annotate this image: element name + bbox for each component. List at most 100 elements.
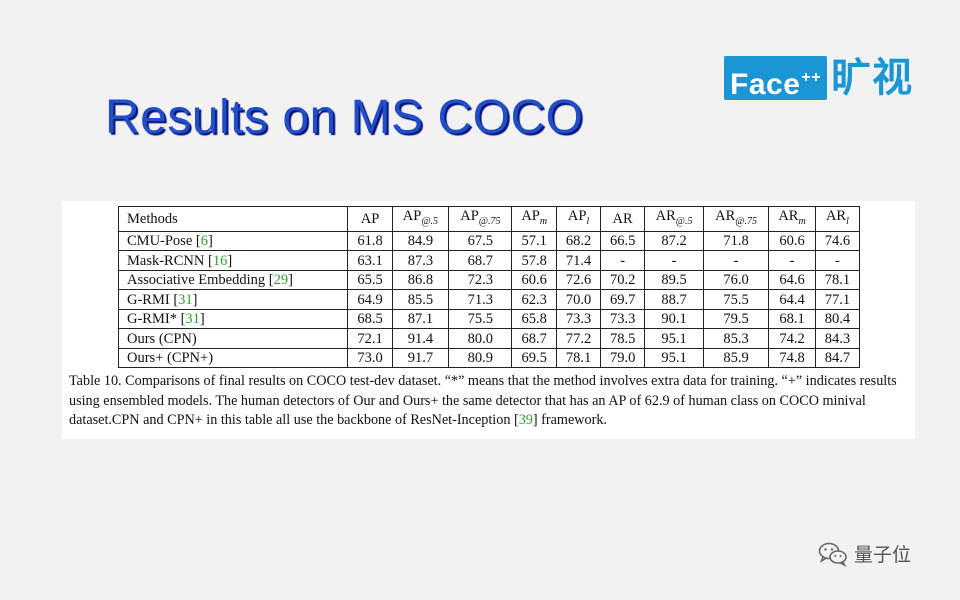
value-cell: 68.2	[556, 230, 602, 252]
value-cell: 68.7	[511, 328, 558, 349]
value-cell: 73.0	[347, 347, 393, 369]
logo-face-sup: ++	[801, 69, 822, 86]
header-base: AP	[360, 210, 380, 227]
table-row: Ours (CPN) 72.1 91.4 80.0 68.7 77.2 78.5 95.1 85…	[117, 328, 861, 349]
wechat-icon	[818, 542, 847, 567]
table-row: Associative Embedding [29] 65.5 86.8 72.3 60…	[117, 269, 861, 291]
method-cell: Ours (CPN)	[117, 328, 349, 349]
header-base: AP	[521, 208, 540, 224]
method-name: Mask-RCNN	[127, 252, 205, 269]
value-cell: 70.0	[556, 289, 602, 310]
method-name: CMU-Pose	[127, 233, 193, 250]
value-cell: 91.4	[391, 328, 450, 349]
value-cell: 79.0	[600, 347, 646, 369]
table-row: G-RMI [31] 64.9 85.5 71.3 62.3 70.0 69.7 88.7 75…	[117, 289, 861, 310]
paper-excerpt: Methods AP AP@.5 AP@.75 APm APl AR AR@.5 AR@.75 A…	[62, 201, 915, 439]
table-row: Mask-RCNN [16] 63.1 87.3 68.7 57.8 71.4- - - - -	[117, 250, 861, 271]
value-cell: 74.8	[768, 347, 816, 369]
value-cell: 64.6	[768, 269, 816, 291]
method-citation: 16	[212, 252, 228, 269]
value-cell: 60.6	[768, 230, 816, 252]
value-cell: 88.7	[644, 289, 704, 310]
value-cell: 73.3	[556, 308, 602, 330]
value-cell: 87.2	[644, 230, 704, 252]
header-subscript: @.75	[735, 215, 757, 227]
header-ar-l: ARl	[814, 206, 861, 232]
method-name: Associative Embedding	[127, 272, 266, 289]
table-header-row: Methods AP AP@.5 AP@.75 APm APl AR AR@.5 AR@.75 A…	[117, 206, 861, 232]
caption-text: Table 10. Comparisons of final results o…	[69, 373, 897, 428]
table-body: CMU-Pose [6] 61.8 84.9 67.5 57.1 68.2 66.5 87.2…	[117, 230, 861, 369]
value-cell: 85.5	[391, 289, 450, 310]
method-cell: G-RMI [31]	[117, 289, 349, 310]
value-cell: 68.1	[768, 308, 816, 330]
header-ap-75: AP@.75	[448, 206, 513, 232]
method-name: Ours+ (CPN+)	[127, 350, 214, 367]
header-base: AR	[715, 208, 736, 224]
value-cell: 70.2	[600, 269, 646, 291]
header-subscript: m	[539, 215, 548, 227]
value-cell: 72.3	[448, 269, 513, 291]
table-caption: Table 10. Comparisons of final results o…	[69, 373, 897, 428]
value-cell: 95.1	[644, 347, 704, 369]
method-cell: G-RMI* [31]	[117, 308, 349, 330]
value-cell: 69.7	[600, 289, 646, 310]
value-cell: 75.5	[448, 308, 513, 330]
value-cell: 76.0	[702, 269, 770, 291]
watermark-text: 量子位	[854, 544, 912, 566]
value-cell: -	[814, 250, 861, 271]
header-ar: AR	[600, 206, 646, 232]
value-cell: 87.3	[391, 250, 450, 271]
logo-face-text: Face	[730, 68, 801, 101]
value-cell: 74.6	[814, 230, 861, 252]
header-ap: AP	[347, 206, 393, 232]
method-citation: 6	[200, 233, 208, 250]
value-cell: 71.3	[448, 289, 513, 310]
table-row: G-RMI* [31] 68.5 87.1 75.5 65.8 73.3 73.3 90.1 7…	[117, 308, 861, 330]
value-cell: 75.5	[702, 289, 770, 310]
value-cell: 85.9	[702, 347, 770, 369]
header-base: AR	[612, 210, 633, 227]
value-cell: 84.7	[814, 347, 861, 369]
method-citation: 31	[178, 291, 193, 308]
results-table: Methods AP AP@.5 AP@.75 APm APl AR AR@.5 AR@.75 A…	[117, 206, 861, 369]
logo-face-box: Face++	[724, 56, 828, 101]
value-cell: 78.1	[556, 347, 602, 369]
value-cell: 84.9	[391, 230, 450, 252]
header-ar-75: AR@.75	[702, 206, 770, 232]
method-citation: 29	[273, 272, 289, 289]
value-cell: 63.1	[347, 250, 393, 271]
header-base: AR	[655, 208, 676, 224]
logo-chinese-text: 旷视	[831, 55, 914, 101]
value-cell: 61.8	[347, 230, 393, 252]
header-subscript: m	[798, 215, 806, 227]
header-subscript: l	[586, 215, 590, 227]
value-cell: 57.8	[511, 250, 558, 271]
value-cell: -	[600, 250, 646, 271]
value-cell: 67.5	[448, 230, 513, 252]
value-cell: 60.6	[511, 269, 558, 291]
header-base: Methods	[127, 210, 178, 227]
value-cell: 72.1	[347, 328, 393, 349]
value-cell: 69.5	[511, 347, 558, 369]
value-cell: 57.1	[511, 230, 558, 252]
method-cell: Associative Embedding [29]	[117, 269, 349, 291]
table-row: CMU-Pose [6] 61.8 84.9 67.5 57.1 68.2 66.5 87.2…	[117, 230, 861, 252]
value-cell: 84.3	[814, 328, 861, 349]
header-base: AR	[825, 208, 847, 224]
value-cell: 74.2	[768, 328, 816, 349]
header-ap-5: AP@.5	[391, 206, 450, 232]
caption-text-end: framework.	[537, 412, 607, 428]
value-cell: 77.1	[814, 289, 861, 310]
header-ar-5: AR@.5	[644, 206, 704, 232]
value-cell: 64.9	[347, 289, 393, 310]
value-cell: 87.1	[391, 308, 450, 330]
value-cell: 71.4	[556, 250, 602, 271]
method-cell: Ours+ (CPN+)	[117, 347, 349, 369]
method-name: G-RMI	[127, 291, 170, 308]
value-cell: 86.8	[391, 269, 450, 291]
value-cell: 68.7	[448, 250, 513, 271]
header-base: AR	[778, 208, 799, 224]
value-cell: 71.8	[702, 230, 770, 252]
value-cell: 65.8	[511, 308, 558, 330]
